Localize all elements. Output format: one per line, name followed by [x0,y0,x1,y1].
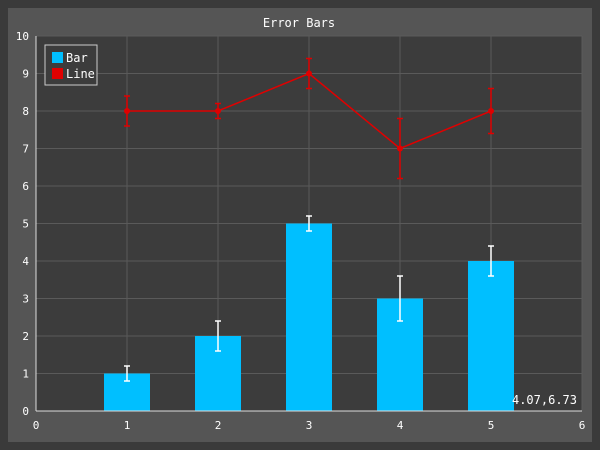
line-point-3 [306,70,312,77]
x-tick-label-5: 5 [488,419,495,432]
x-tick-label-6: 6 [579,419,586,432]
y-tick-label-7: 7 [22,143,29,156]
line-point-1 [124,108,130,114]
y-tick-label-3: 3 [22,293,29,306]
line-point-4 [397,145,403,152]
bar-5 [468,261,514,411]
bar-error-1 [124,365,130,382]
y-tick-label-9: 9 [22,68,29,81]
bar-series [104,215,514,411]
y-tick-label-2: 2 [22,330,29,343]
x-tick-label-1: 1 [124,419,131,432]
y-tick-label-4: 4 [22,255,29,268]
y-tick-label-5: 5 [22,218,29,231]
bar-error-4 [397,275,403,322]
line-series [124,57,494,180]
line-point-2 [215,108,221,114]
legend-label-bar: Bar [66,51,88,65]
y-tick-label-1: 1 [22,368,29,381]
y-tick-label-6: 6 [22,180,29,193]
legend-swatch-line [52,68,63,79]
legend: Bar Line [44,44,98,86]
legend-box [44,44,98,86]
x-tick-label-0: 0 [33,419,40,432]
legend-swatch-bar [52,52,63,63]
bar-error-2 [215,320,221,352]
y-tick-label-0: 0 [22,405,29,418]
x-tick-label-3: 3 [306,419,313,432]
bar-3 [286,223,332,411]
y-tick-label-10: 10 [16,30,29,43]
x-tick-label-4: 4 [397,419,404,432]
bar-error-3 [306,215,312,232]
line-point-5 [488,108,494,114]
legend-label-line: Line [66,67,95,81]
axes: 0 1 2 3 4 5 6 0 1 2 3 4 5 6 7 8 9 10 [16,30,586,432]
cursor-coordinate-readout: 4.07,6.73 [512,393,577,407]
chart-title: Error Bars [263,16,335,30]
bar-error-5 [488,245,494,277]
x-tick-label-2: 2 [215,419,222,432]
y-tick-label-8: 8 [22,105,29,118]
